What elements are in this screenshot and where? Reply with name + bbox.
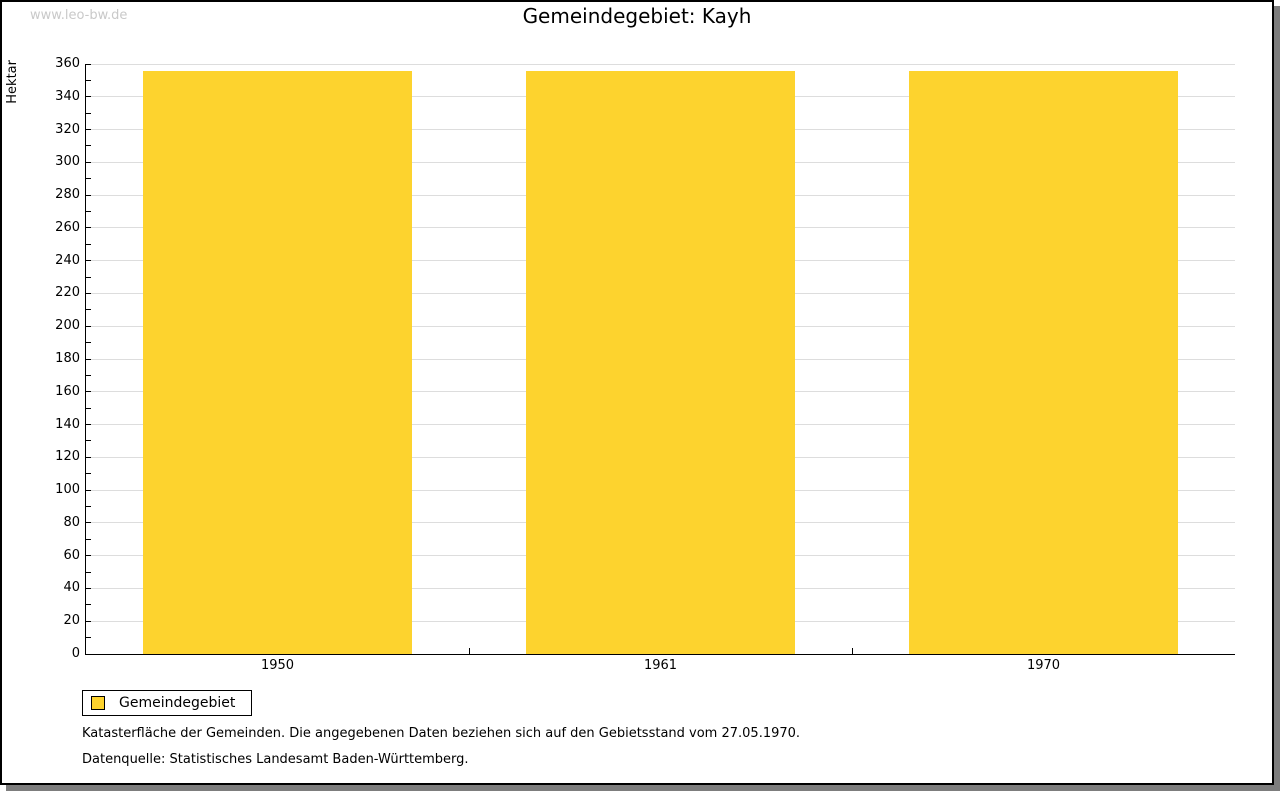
y-axis-tick [86,342,91,344]
x-axis-tick [852,648,853,654]
y-axis-tick [86,374,91,376]
gridline [86,63,1235,65]
y-axis-tick [86,358,91,360]
y-axis-tick [86,145,91,147]
y-axis-tick [86,407,91,409]
y-axis-tick [86,260,91,262]
legend-label: Gemeindegebiet [119,695,236,711]
y-axis-tick-label: 340 [55,88,80,104]
y-axis-tick [86,620,91,622]
y-axis-tick [86,522,91,524]
y-axis-tick [86,79,91,81]
y-axis-tick [86,243,91,245]
y-axis-tick [86,96,91,98]
y-axis-tick-label: 320 [55,121,80,137]
watermark: www.leo-bw.de [30,8,128,23]
y-axis-tick [86,456,91,458]
y-axis-tick [86,129,91,131]
footnote-data-source: Datenquelle: Statistisches Landesamt Bad… [82,752,469,767]
y-axis-tick [86,571,91,573]
y-axis-tick-label: 80 [63,514,80,530]
y-axis-tick [86,424,91,426]
y-axis-tick [86,538,91,540]
y-axis-tick-label: 60 [63,547,80,563]
y-axis-tick-label: 100 [55,482,80,498]
x-axis-tick [469,648,470,654]
y-axis-tick [86,112,91,114]
y-axis-tick [86,63,91,65]
y-axis-tick [86,506,91,507]
y-axis-tick [86,637,91,639]
y-axis-tick-label: 20 [63,613,80,629]
bar [526,71,795,654]
x-axis-category-label: 1950 [260,658,295,673]
y-axis-tick [86,178,91,180]
footnote-source-note: Katasterfläche der Gemeinden. Die angege… [82,726,801,741]
y-axis-tick [86,489,91,491]
bar [909,71,1178,654]
legend: Gemeindegebiet [82,690,253,716]
x-axis-category-label: 1961 [643,658,678,673]
y-axis-tick [86,604,91,606]
x-axis-category-label: 1970 [1026,658,1061,673]
y-axis-tick-label: 40 [63,580,80,596]
y-axis-tick-label: 300 [55,154,80,170]
chart-title: Gemeindegebiet: Kayh [522,4,752,28]
y-axis-tick [86,440,91,442]
y-axis-tick [86,211,91,212]
y-axis-tick-label: 360 [55,56,80,71]
y-axis-tick [86,292,91,294]
y-axis-tick [86,325,91,327]
plot-area: 0 20 40 60 80 100 120 140 160 180 200 220 240 260 280 3… [55,56,1235,673]
y-axis-tick-label: 220 [55,285,80,301]
y-axis-tick-label: 0 [71,646,80,661]
y-axis-tick-label: 140 [55,416,80,432]
y-axis-tick [86,309,91,311]
bar [143,71,412,654]
y-axis-tick [86,587,91,589]
y-axis-tick [86,161,91,163]
y-axis-tick-label: 160 [55,383,80,399]
y-axis-tick [86,555,91,557]
y-axis-tick-label: 240 [55,252,80,268]
y-axis-tick-label: 280 [55,187,80,203]
y-axis-title: Hektar [5,60,20,104]
y-axis-tick [86,227,91,229]
y-axis-tick-label: 200 [55,318,80,334]
y-axis-tick [86,391,91,393]
y-axis-tick [86,194,91,196]
y-axis-tick-label: 260 [55,219,80,235]
y-axis-tick-label: 120 [55,449,80,465]
y-axis-tick [86,276,91,278]
y-axis-tick-label: 180 [55,351,80,366]
y-axis-tick [86,473,91,475]
legend-swatch-icon [91,696,105,710]
